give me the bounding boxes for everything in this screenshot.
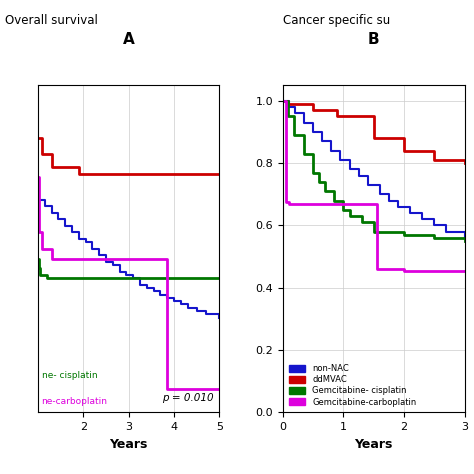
Text: Overall survival: Overall survival <box>5 14 98 27</box>
Text: B: B <box>368 32 380 47</box>
Legend: non-NAC, ddMVAC, Gemcitabine- cisplatin, Gemcitabine-carboplatin: non-NAC, ddMVAC, Gemcitabine- cisplatin,… <box>287 363 418 408</box>
X-axis label: Years: Years <box>355 438 393 451</box>
Text: ne-carboplatin: ne-carboplatin <box>42 397 108 406</box>
Text: ne- cisplatin: ne- cisplatin <box>42 371 97 380</box>
Text: A: A <box>123 32 135 47</box>
Text: p = 0.010: p = 0.010 <box>163 392 214 402</box>
X-axis label: Years: Years <box>109 438 148 451</box>
Text: Cancer specific su: Cancer specific su <box>283 14 390 27</box>
